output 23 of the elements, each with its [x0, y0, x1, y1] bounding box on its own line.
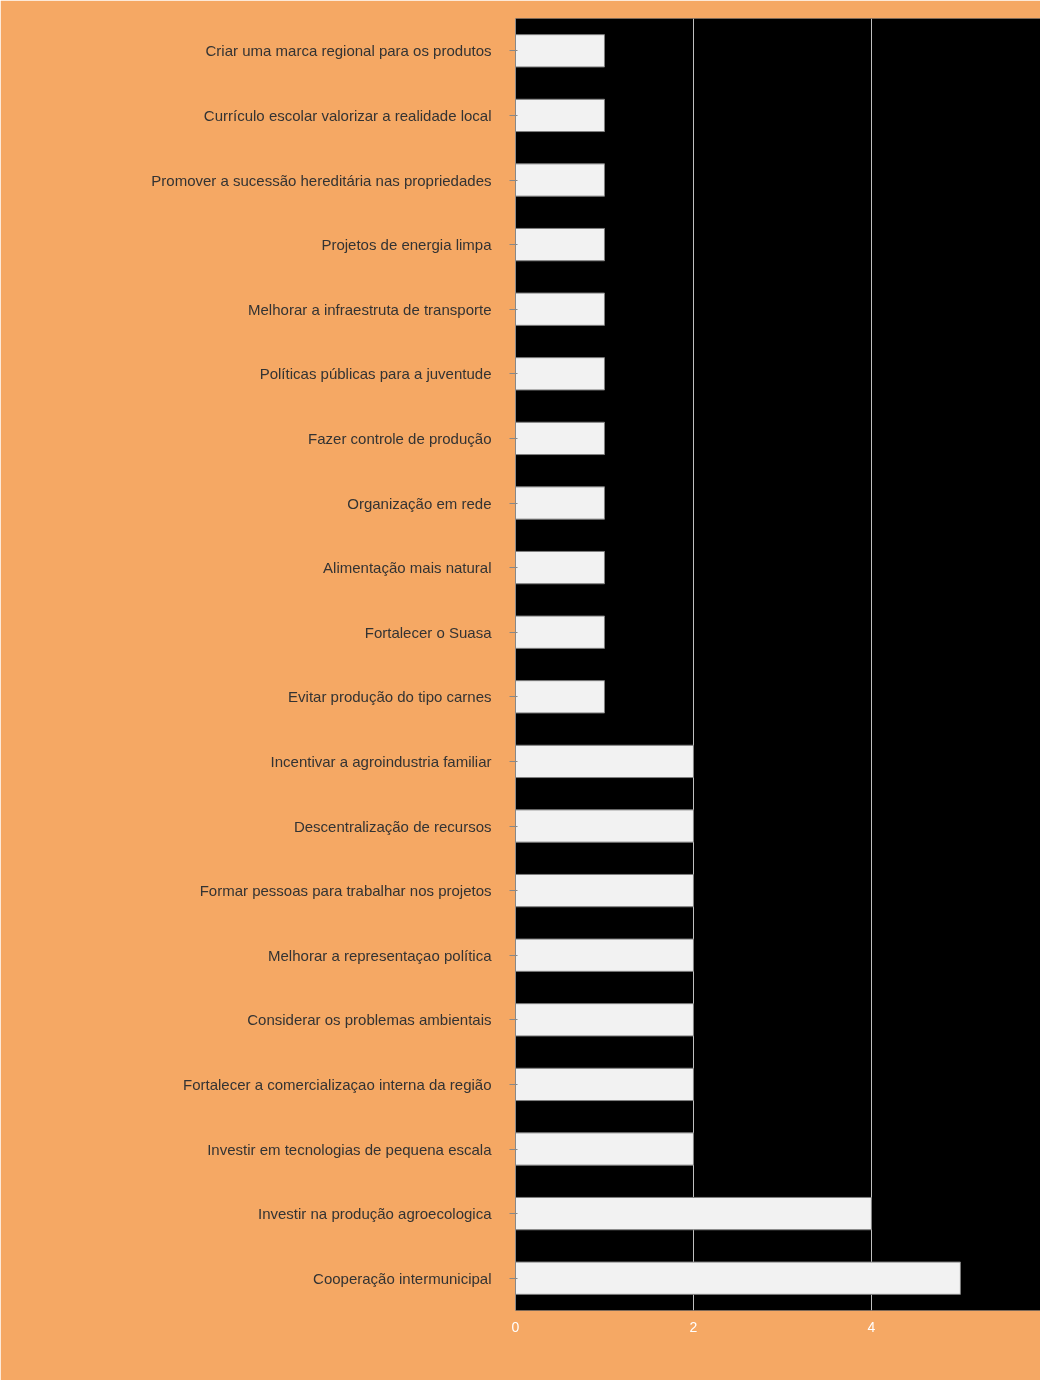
y-tick-label: Criar uma marca regional para os produtos — [205, 42, 492, 60]
y-tick-label: Cooperação intermunicipal — [313, 1269, 492, 1287]
y-tick-label: Evitar produção do tipo carnes — [288, 688, 492, 706]
x-tick-label: 4 — [867, 1318, 876, 1335]
y-tick-label: Fortalecer o Suasa — [364, 623, 493, 641]
y-tick-label: Organização em rede — [347, 494, 492, 512]
y-tick-label: Fortalecer a comercializaçao interna da região — [183, 1075, 492, 1093]
y-tick-label: Políticas públicas para a juventude — [259, 365, 492, 383]
y-tick-label: Descentralização de recursos — [293, 817, 492, 835]
y-tick-label: Melhorar a representaçao política — [268, 946, 493, 964]
y-tick-label: Currículo escolar valorizar a realidade local — [203, 106, 492, 124]
y-tick-label: Incentivar a agroindustria familiar — [270, 752, 492, 770]
y-tick-label: Formar pessoas para trabalhar nos projetos — [199, 882, 492, 900]
y-tick-label: Alimentação mais natural — [323, 559, 492, 577]
y-tick-label: Investir na produção agroecologica — [258, 1205, 493, 1223]
y-tick-label: Investir em tecnologias de pequena escala — [207, 1140, 493, 1158]
y-tick-label: Promover a sucessão hereditária nas propriedades — [151, 171, 492, 189]
x-tick-label: 2 — [689, 1318, 698, 1335]
x-tick-label: 0 — [511, 1318, 520, 1335]
y-tick-label: Fazer controle de produção — [308, 429, 492, 447]
y-tick-label: Projetos de energia limpa — [321, 236, 493, 254]
y-tick-label: Considerar os problemas ambientais — [247, 1011, 492, 1029]
y-tick-label: Melhorar a infraestruta de transporte — [248, 300, 492, 318]
